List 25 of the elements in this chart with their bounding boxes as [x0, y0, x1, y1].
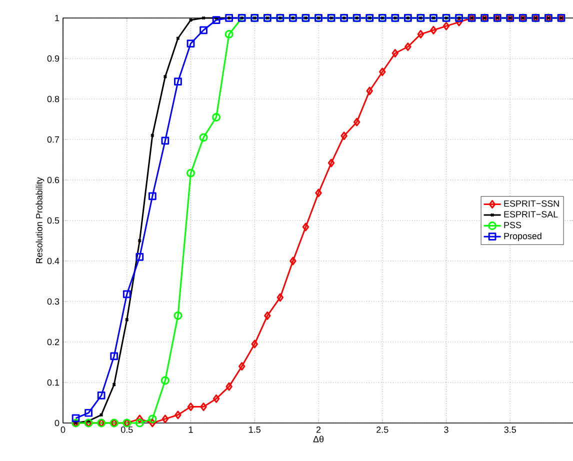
x-tick-label: 1: [188, 426, 193, 433]
legend-label: ESPRIT−SSN: [504, 200, 559, 207]
y-tick-label: 0.3: [47, 298, 60, 305]
x-tick-label: 2: [316, 426, 321, 433]
x-axis-title: Δθ: [313, 436, 324, 442]
y-tick-label: 0.4: [47, 258, 60, 264]
y-tick-label: 0.1: [47, 379, 60, 386]
y-tick-label: 0: [54, 420, 60, 426]
x-tick-label: 0: [60, 426, 66, 433]
legend-label: ESPRIT−SAL: [504, 211, 558, 218]
x-tick-label: 3: [444, 426, 448, 433]
x-tick-label: 1.5: [249, 426, 260, 433]
y-tick-label: 1: [55, 14, 60, 22]
y-tick-label: 0.9: [47, 55, 60, 62]
legend-label: Proposed: [504, 232, 542, 241]
y-tick-label: 0.2: [47, 338, 60, 346]
y-tick-label: 0.6: [47, 176, 60, 184]
y-axis-title: Resolution Probability: [36, 177, 44, 264]
x-tick-label: 3.5: [504, 426, 516, 433]
y-tick-label: 0.5: [47, 217, 60, 224]
x-tick-label: 0.5: [120, 426, 133, 433]
x-tick-label: 2.5: [376, 426, 388, 433]
y-tick-label: 0.8: [47, 96, 60, 102]
legend-label: PSS: [504, 222, 522, 228]
y-tick-label: 0.7: [47, 136, 60, 143]
